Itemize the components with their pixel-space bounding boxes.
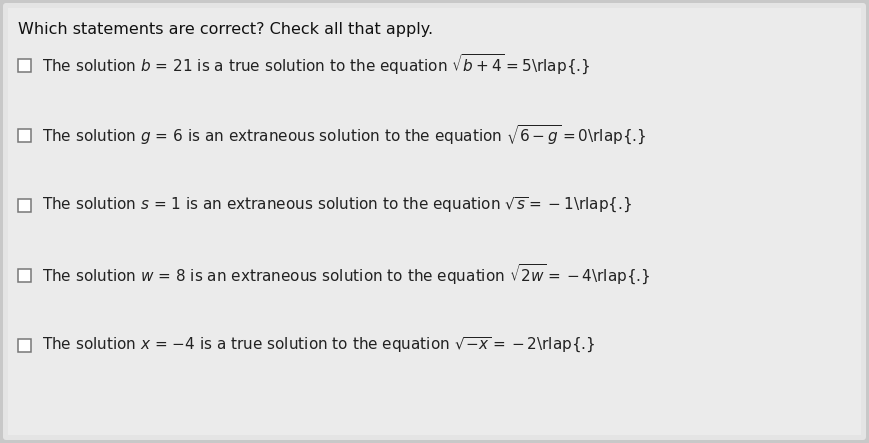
- Bar: [18, 268, 31, 281]
- Text: The solution $g$ = 6 is an extraneous solution to the equation $\sqrt{6-g}=0$\rl: The solution $g$ = 6 is an extraneous so…: [42, 123, 647, 147]
- FancyBboxPatch shape: [8, 8, 861, 435]
- Bar: [18, 338, 31, 351]
- Text: Which statements are correct? Check all that apply.: Which statements are correct? Check all …: [18, 22, 433, 37]
- Text: The solution $w$ = 8 is an extraneous solution to the equation $\sqrt{2w}=-4$\rl: The solution $w$ = 8 is an extraneous so…: [42, 263, 651, 287]
- Bar: [18, 128, 31, 141]
- Bar: [18, 198, 31, 211]
- Text: The solution $s$ = 1 is an extraneous solution to the equation $\sqrt{s}=-1$\rla: The solution $s$ = 1 is an extraneous so…: [42, 195, 633, 215]
- Text: The solution $b$ = 21 is a true solution to the equation $\sqrt{b+4}=5$\rlap{.}: The solution $b$ = 21 is a true solution…: [42, 53, 590, 77]
- Text: The solution $x$ = −4 is a true solution to the equation $\sqrt{-x}=-2$\rlap{.}: The solution $x$ = −4 is a true solution…: [42, 335, 595, 355]
- Bar: [18, 58, 31, 71]
- FancyBboxPatch shape: [3, 3, 866, 440]
